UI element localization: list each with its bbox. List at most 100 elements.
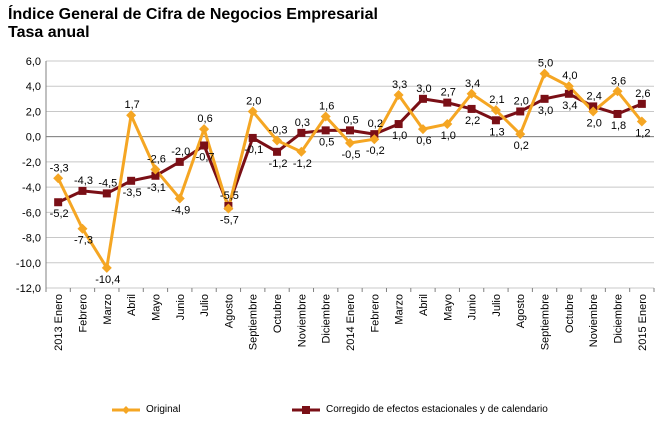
data-point-corrected	[248, 133, 257, 142]
x-tick-label: Diciembre	[321, 294, 333, 344]
x-tick-label: Febrero	[369, 294, 381, 333]
data-point-original	[199, 124, 210, 135]
data-point-corrected	[54, 198, 63, 207]
data-point-corrected	[613, 109, 622, 118]
data-point-corrected	[175, 157, 184, 166]
x-tick-label: Septiembre	[540, 294, 552, 350]
y-tick-label: 4,0	[26, 81, 41, 93]
x-tick-label: Mayo	[150, 294, 162, 321]
data-label-corrected: -1,2	[269, 158, 288, 170]
data-point-corrected	[589, 102, 598, 111]
data-point-original	[539, 68, 550, 79]
x-tick-label: Febrero	[77, 294, 89, 333]
data-point-original	[563, 81, 574, 92]
data-label-original: 4,0	[562, 70, 577, 82]
data-point-corrected	[200, 141, 209, 150]
data-point-original	[272, 135, 283, 146]
data-label-corrected: -5,5	[220, 190, 239, 202]
data-label-corrected: 2,6	[635, 88, 650, 100]
data-point-original	[636, 116, 647, 127]
x-tick-label: Diciembre	[613, 294, 625, 344]
data-point-original	[320, 111, 331, 122]
data-point-original	[223, 203, 234, 214]
data-point-corrected	[346, 126, 354, 135]
data-point-original	[369, 134, 380, 145]
y-tick-label: -4,0	[22, 182, 41, 194]
legend-item-original: Original	[112, 404, 180, 415]
legend-label-original: Original	[146, 404, 181, 415]
data-point-corrected	[394, 120, 403, 129]
data-label-original: 2,0	[246, 95, 261, 107]
data-label-original: -2,6	[147, 153, 166, 165]
data-label-corrected: 0,5	[319, 136, 334, 148]
data-point-original	[612, 86, 623, 97]
data-point-corrected	[637, 99, 646, 108]
data-label-original: -4,9	[171, 204, 190, 216]
x-tick-label: Julio	[491, 294, 503, 317]
data-point-original	[101, 262, 112, 273]
data-label-corrected: 2,0	[514, 95, 529, 107]
data-label-corrected: 2,2	[465, 115, 480, 127]
data-label-original: 1,6	[319, 100, 334, 112]
data-label-original: -10,4	[95, 274, 120, 286]
data-label-original: 2,0	[587, 117, 602, 129]
data-label-original: 3,4	[465, 78, 480, 90]
data-point-original	[393, 90, 404, 101]
data-point-original	[417, 124, 428, 135]
data-label-original: 0,2	[514, 140, 529, 152]
data-point-corrected	[540, 94, 549, 103]
data-label-corrected: -2,0	[171, 146, 190, 158]
data-point-corrected	[443, 98, 452, 107]
data-point-corrected	[273, 147, 282, 156]
data-label-corrected: -3,5	[123, 187, 142, 199]
data-label-original: -0,5	[342, 149, 361, 161]
data-point-corrected	[516, 107, 525, 116]
data-point-corrected	[321, 126, 330, 135]
data-point-original	[126, 110, 137, 121]
data-label-original: 3,3	[392, 79, 407, 91]
x-tick-label: Junio	[467, 294, 479, 320]
data-label-original: 5,0	[538, 58, 553, 70]
x-tick-label: Abril	[418, 294, 430, 316]
x-tick-label: 2014 Enero	[345, 294, 357, 351]
data-point-original	[77, 223, 88, 234]
data-label-corrected: 3,0	[538, 105, 553, 117]
y-tick-label: 0,0	[26, 132, 41, 144]
data-point-original	[466, 88, 477, 99]
x-tick-label: Agosto	[223, 294, 235, 328]
data-point-original	[150, 164, 161, 175]
y-tick-label: -6,0	[22, 207, 41, 219]
data-label-corrected: -3,1	[147, 182, 166, 194]
x-tick-label: 2013 Enero	[53, 294, 65, 351]
data-label-corrected: 3,4	[562, 100, 577, 112]
y-tick-label: 6,0	[26, 56, 41, 68]
data-label-original: -3,3	[50, 162, 69, 174]
data-label-original: -1,2	[293, 158, 312, 170]
data-label-corrected: -4,3	[74, 175, 93, 187]
data-label-original: 2,1	[489, 94, 504, 106]
y-tick-label: -8,0	[22, 233, 41, 245]
x-tick-label: 2015 Enero	[637, 294, 649, 351]
data-point-original	[296, 146, 307, 157]
data-point-original	[588, 106, 599, 117]
data-label-original: 1,0	[441, 130, 456, 142]
data-label-corrected: -4,5	[98, 177, 117, 189]
data-label-corrected: 2,4	[587, 90, 602, 102]
x-tick-label: Septiembre	[248, 294, 260, 350]
data-point-corrected	[370, 130, 379, 139]
data-point-original	[515, 129, 526, 140]
data-point-corrected	[418, 94, 427, 103]
data-point-corrected	[564, 89, 573, 98]
x-tick-label: Junio	[175, 294, 187, 320]
data-point-original	[345, 137, 355, 148]
data-label-original: 1,2	[635, 128, 650, 140]
data-label-corrected: -0,7	[196, 151, 215, 163]
legend-marker-original	[112, 405, 140, 414]
x-tick-label: Abril	[126, 294, 138, 316]
data-point-corrected	[78, 186, 87, 195]
x-tick-label: Marzo	[102, 294, 114, 325]
data-label-corrected: 3,0	[416, 83, 431, 95]
data-point-original	[247, 106, 258, 117]
chart-title: Índice General de Cifra de Negocios Empr…	[8, 6, 378, 23]
data-label-original: -0,3	[269, 124, 288, 136]
